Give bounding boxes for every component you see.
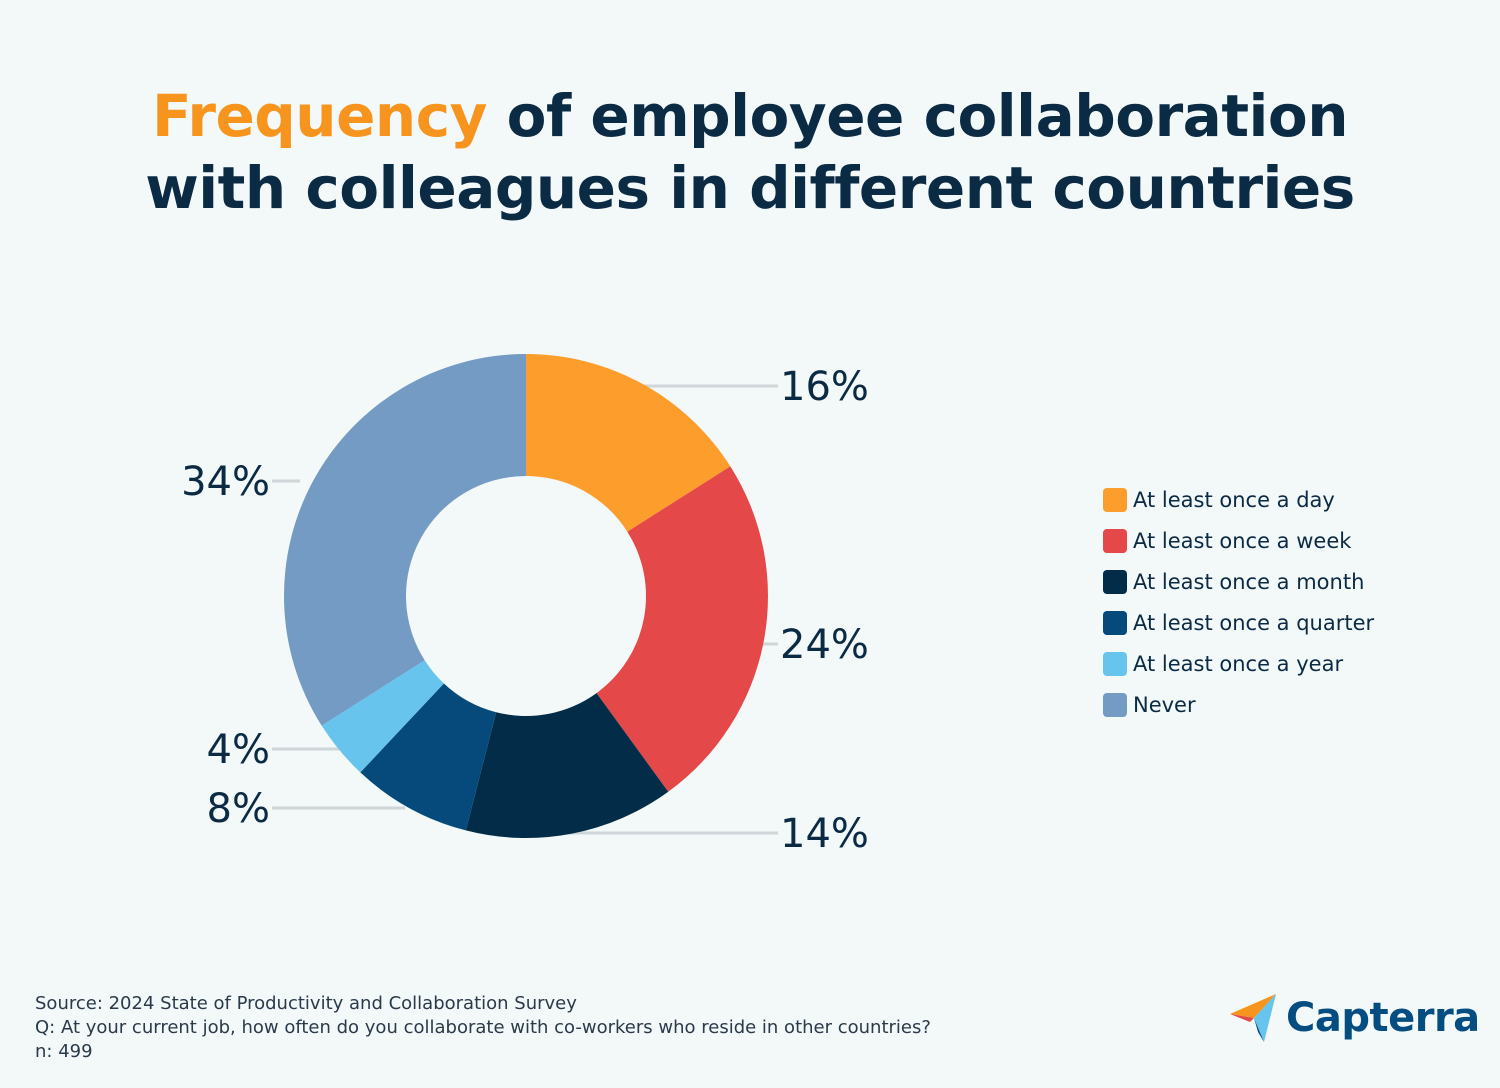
legend-item: At least once a week xyxy=(1103,520,1374,561)
slice-at-least-once-a-year xyxy=(321,660,444,773)
legend-label: At least once a year xyxy=(1133,651,1344,676)
title-accent: Frequency xyxy=(151,82,487,150)
title-line1-rest: of employee collaboration xyxy=(486,82,1349,150)
legend-item: Never xyxy=(1103,684,1374,725)
question-note: Q: At your current job, how often do you… xyxy=(35,1017,931,1038)
legend-label: At least once a month xyxy=(1133,569,1365,594)
legend-item: At least once a month xyxy=(1103,561,1374,602)
legend-swatch xyxy=(1103,487,1127,512)
source-note: Source: 2024 State of Productivity and C… xyxy=(35,993,577,1014)
data-label: 16% xyxy=(780,364,869,410)
data-label: 14% xyxy=(780,811,869,857)
slice-at-least-once-a-month xyxy=(465,693,669,838)
title-line2: with colleagues in different countries xyxy=(145,154,1355,222)
footer-notes: Source: 2024 State of Productivity and C… xyxy=(35,992,931,1064)
data-label: 24% xyxy=(780,622,869,668)
donut-chart: 16% 24% 14% 8% 4% 34% xyxy=(181,354,869,857)
legend-label: Never xyxy=(1133,692,1196,717)
logo-text: Capterra xyxy=(1286,995,1480,1041)
data-label: 8% xyxy=(207,786,270,832)
legend-item: At least once a quarter xyxy=(1103,602,1374,643)
capterra-logo: Capterra xyxy=(1228,992,1480,1044)
legend-swatch xyxy=(1103,651,1127,676)
capterra-arrow-icon xyxy=(1230,994,1276,1042)
slice-at-least-once-a-quarter xyxy=(360,683,497,831)
legend-item: At least once a year xyxy=(1103,643,1374,684)
legend-item: At least once a day xyxy=(1103,479,1374,520)
slice-at-least-once-a-week xyxy=(596,466,768,792)
legend-label: At least once a quarter xyxy=(1133,610,1375,635)
legend-label: At least once a day xyxy=(1133,487,1335,512)
chart-title: Frequency of employee collaboration with… xyxy=(0,80,1500,224)
legend-label: At least once a week xyxy=(1133,528,1352,553)
slice-at-least-once-a-day xyxy=(526,354,731,532)
slice-never xyxy=(284,354,526,726)
legend-swatch xyxy=(1103,569,1127,594)
chart-legend: At least once a day At least once a week A… xyxy=(1103,479,1374,725)
data-label: 34% xyxy=(181,459,270,505)
legend-swatch xyxy=(1103,692,1127,717)
legend-swatch xyxy=(1103,528,1127,553)
data-label: 4% xyxy=(207,727,270,773)
legend-swatch xyxy=(1103,610,1127,635)
sample-size-note: n: 499 xyxy=(35,1041,93,1062)
